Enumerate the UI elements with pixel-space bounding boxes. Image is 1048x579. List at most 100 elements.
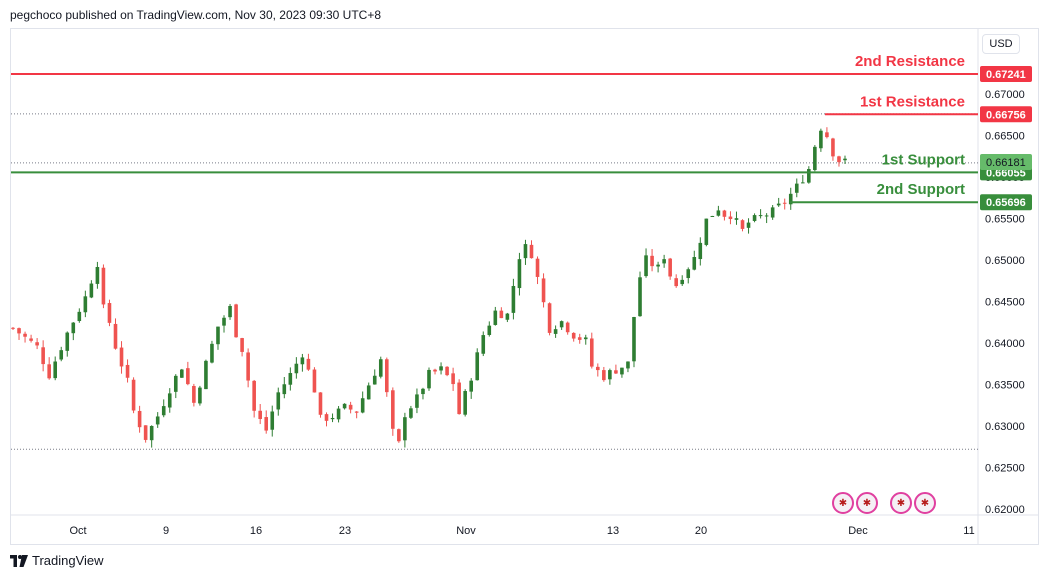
candle-body xyxy=(451,373,455,385)
candle-body xyxy=(523,244,528,259)
x-tick-label: 20 xyxy=(695,525,707,537)
candle-body xyxy=(216,326,220,345)
event-flags[interactable]: ✱ ✱ ✱ ✱ xyxy=(832,492,936,514)
candle-body xyxy=(360,398,365,413)
candle-body xyxy=(632,317,636,362)
candle-body xyxy=(330,417,335,420)
candle-body xyxy=(457,382,461,415)
candle-body xyxy=(403,417,407,441)
candle-body xyxy=(680,279,685,285)
candle-body xyxy=(752,215,757,221)
candle-body xyxy=(662,259,666,264)
candle-body xyxy=(505,313,510,320)
tradingview-brand[interactable]: TradingView xyxy=(10,553,104,568)
candle-body xyxy=(547,303,552,333)
candle-body xyxy=(770,207,775,218)
candle-body xyxy=(17,328,21,334)
candle-body xyxy=(529,244,534,259)
candle-body xyxy=(794,183,799,193)
candle-body xyxy=(312,369,317,393)
candle-body xyxy=(674,278,678,287)
candle-body xyxy=(722,210,727,217)
candle-body xyxy=(83,296,88,313)
candle-body xyxy=(704,218,709,245)
candle-body xyxy=(782,202,787,204)
candle-body xyxy=(644,255,648,277)
au-flag-icon[interactable]: ✱ xyxy=(890,492,912,514)
candle-body xyxy=(427,369,431,389)
y-tick-label: 0.67000 xyxy=(985,89,1025,101)
candle-body xyxy=(614,370,618,374)
candle-body xyxy=(300,357,305,365)
candle-body xyxy=(378,359,383,377)
candle-body xyxy=(698,242,703,260)
candle-body xyxy=(608,370,612,380)
candle-body xyxy=(583,337,588,340)
candle-body xyxy=(53,361,58,379)
candle-body xyxy=(559,321,564,328)
candle-body xyxy=(656,264,660,267)
candle-body xyxy=(391,390,395,429)
y-tick-label: 0.62500 xyxy=(985,463,1025,475)
candle-body xyxy=(318,392,323,415)
candle-body xyxy=(258,410,262,419)
candle-body xyxy=(240,338,244,352)
candle-body xyxy=(294,363,299,374)
us-flag-icon[interactable]: ✱ xyxy=(832,492,854,514)
x-tick-label: Oct xyxy=(69,525,86,537)
candle-body xyxy=(222,317,226,326)
candle-body xyxy=(439,366,443,371)
candle-body xyxy=(192,385,196,403)
candle-body xyxy=(65,332,70,351)
candle-body xyxy=(29,338,33,341)
candle-body xyxy=(348,404,353,410)
candle-body xyxy=(47,364,51,379)
candle-body xyxy=(686,269,691,279)
candle-body xyxy=(421,388,425,395)
tradingview-label: TradingView xyxy=(32,553,104,568)
candle-body xyxy=(831,138,835,157)
us-flag-icon[interactable]: ✱ xyxy=(914,492,936,514)
candle-body xyxy=(384,359,389,393)
price-tag xyxy=(980,106,1032,123)
candle-body xyxy=(463,391,467,415)
candle-body xyxy=(204,360,208,390)
candle-body xyxy=(143,425,148,440)
candle-body xyxy=(23,333,27,337)
currency-button[interactable]: USD xyxy=(982,34,1020,54)
candle-body xyxy=(565,322,570,333)
candle-body xyxy=(282,384,287,395)
candle-body xyxy=(602,370,606,381)
price-tag-text: 0.67241 xyxy=(986,69,1026,81)
candle-body xyxy=(131,379,136,411)
candle-body xyxy=(800,182,805,184)
candle-body xyxy=(825,132,829,138)
x-tick-label: 16 xyxy=(250,525,262,537)
level-label: 2nd Support xyxy=(877,181,965,198)
candle-body xyxy=(270,411,275,430)
current-price-tag xyxy=(980,153,1032,170)
candle-body xyxy=(445,366,449,376)
chart-frame xyxy=(10,28,1039,545)
y-tick-label: 0.65500 xyxy=(985,214,1025,226)
candle-body xyxy=(493,310,498,325)
candle-body xyxy=(776,203,781,206)
candle-body xyxy=(125,364,130,378)
us-flag-icon[interactable]: ✱ xyxy=(856,492,878,514)
candle-body xyxy=(553,329,558,334)
x-tick-label: 9 xyxy=(163,525,169,537)
candle-body xyxy=(734,218,739,220)
candle-body xyxy=(324,414,329,421)
candle-body xyxy=(41,347,45,365)
candle-body xyxy=(758,215,763,217)
candle-body xyxy=(541,278,546,303)
candle-body xyxy=(210,343,214,363)
candle-body xyxy=(77,311,82,322)
candle-body xyxy=(535,258,540,277)
candle-body xyxy=(264,417,269,431)
candle-body xyxy=(710,215,715,217)
candle-body xyxy=(155,416,160,425)
candle-body xyxy=(113,323,118,349)
y-tick-label: 0.63500 xyxy=(985,380,1025,392)
